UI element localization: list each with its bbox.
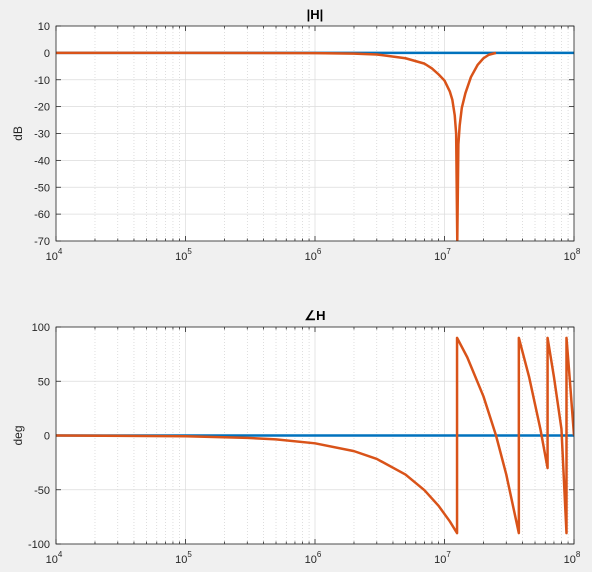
x-tick-label: 104 [46,247,63,263]
phase-plot: 104 105 106 107 108 100 50 0 -50 -100 ∠H deg [11,308,581,566]
x-tick-exponent: 4 [58,550,63,559]
y-tick-label: -50 [34,485,50,497]
y-tick-label: -30 [34,129,50,141]
magnitude-plot: 104 105 106 107 108 10 0 -10 -20 -30 -40 -50 -60 -70 |… [11,7,581,263]
x-tick-label: 106 [305,247,322,263]
x-tick-label: 104 [46,550,63,566]
x-tick-exponent: 8 [576,550,581,559]
y-tick-label: -50 [34,182,50,194]
series-line-2 [56,336,574,535]
x-tick-exponent: 8 [576,247,581,256]
y-tick-label: -70 [34,236,50,248]
y-tick-label: -10 [34,75,50,87]
x-tick-label: 105 [175,247,192,263]
y-axis-label: dB [11,126,25,141]
x-tick-label: 105 [175,550,192,566]
y-tick-label: 100 [32,322,50,334]
x-tick-label: 107 [434,550,451,566]
y-tick-label: -20 [34,102,50,114]
x-tick-exponent: 5 [187,550,192,559]
y-tick-label: -60 [34,209,50,221]
y-tick-label: -40 [34,155,50,167]
series-line-2 [56,51,497,241]
x-tick-exponent: 7 [446,247,451,256]
y-tick-label: 10 [38,21,50,33]
axes-frame [55,326,575,545]
axes-frame [55,25,575,242]
y-tick-label: 0 [44,48,50,60]
plot-title: |H| [307,7,324,22]
x-tick-exponent: 6 [317,247,322,256]
x-tick-exponent: 5 [187,247,192,256]
x-tick-exponent: 4 [58,247,63,256]
x-tick-label: 108 [564,247,581,263]
x-tick-exponent: 7 [446,550,451,559]
x-tick-exponent: 6 [317,550,322,559]
x-tick-label: 107 [434,247,451,263]
y-tick-label: 50 [38,376,50,388]
x-tick-label: 108 [564,550,581,566]
y-tick-label: -100 [28,539,50,551]
plot-title: ∠H [304,308,325,323]
y-tick-label: 0 [44,431,50,443]
y-axis-label: deg [11,425,25,445]
x-tick-label: 106 [305,550,322,566]
